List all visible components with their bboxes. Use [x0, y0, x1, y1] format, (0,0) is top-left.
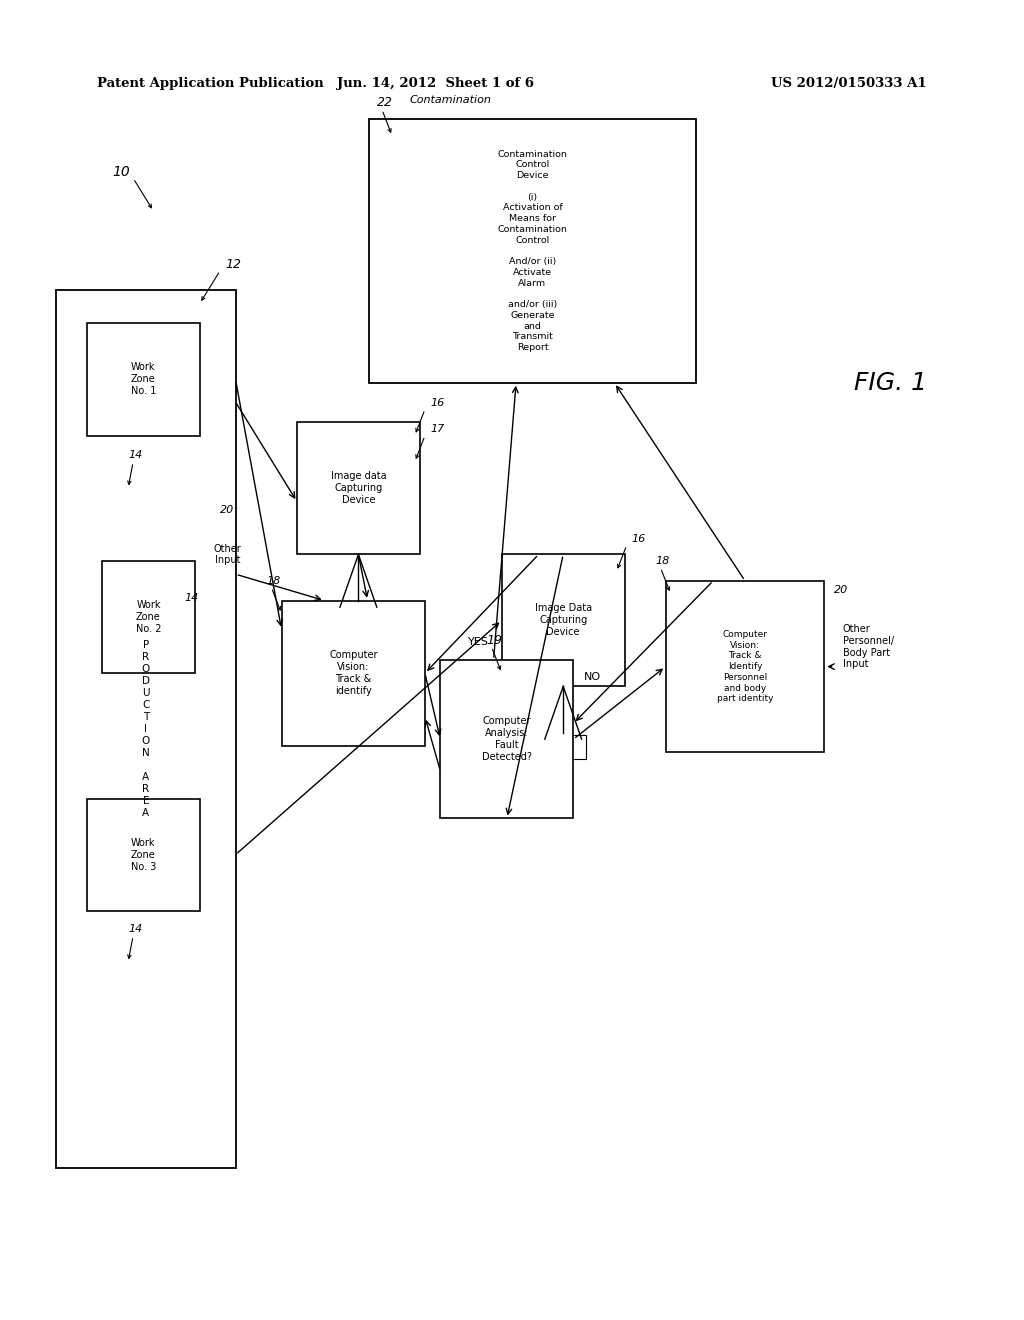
- Text: Computer
Vision:
Track &
identify: Computer Vision: Track & identify: [329, 651, 378, 696]
- Text: 14: 14: [128, 450, 142, 461]
- Text: 18: 18: [655, 556, 670, 566]
- Text: 17: 17: [430, 424, 444, 434]
- Bar: [541, 735, 586, 759]
- Text: Computer
Vision:
Track &
Identify
Personnel
and body
part identity: Computer Vision: Track & Identify Person…: [717, 630, 773, 704]
- Text: Contamination
Control
Device

(i)
Activation of
Means for
Contamination
Control
: Contamination Control Device (i) Activat…: [498, 149, 567, 352]
- Text: Other
Personnel/
Body Part
Input: Other Personnel/ Body Part Input: [843, 624, 894, 669]
- Bar: [102, 561, 195, 673]
- Text: FIG. 1: FIG. 1: [854, 371, 928, 395]
- Text: 16: 16: [632, 533, 646, 544]
- Text: 18: 18: [266, 576, 281, 586]
- Bar: [440, 660, 573, 818]
- Text: 20: 20: [220, 504, 234, 515]
- Text: 22: 22: [377, 96, 393, 110]
- Bar: [87, 323, 200, 436]
- Text: 14: 14: [128, 924, 142, 935]
- Text: Work
Zone
No. 2: Work Zone No. 2: [136, 601, 161, 634]
- Text: 12: 12: [225, 257, 242, 271]
- Text: 20: 20: [834, 585, 848, 595]
- Bar: [369, 119, 696, 383]
- Bar: [502, 554, 625, 686]
- Text: Image Data
Capturing
Device: Image Data Capturing Device: [535, 603, 592, 638]
- Bar: [56, 290, 236, 1168]
- Bar: [297, 422, 420, 554]
- Text: Image data
Capturing
Device: Image data Capturing Device: [331, 471, 386, 506]
- Text: 14: 14: [184, 593, 199, 603]
- Text: Work
Zone
No. 3: Work Zone No. 3: [131, 838, 156, 871]
- Bar: [87, 799, 200, 911]
- Text: 10: 10: [113, 165, 130, 178]
- Bar: [336, 603, 381, 627]
- Text: P
R
O
D
U
C
T
I
O
N
 
A
R
E
A: P R O D U C T I O N A R E A: [141, 640, 151, 818]
- Bar: [282, 601, 425, 746]
- Text: US 2012/0150333 A1: US 2012/0150333 A1: [771, 77, 927, 90]
- Text: YES: YES: [468, 636, 488, 647]
- Text: Contamination: Contamination: [410, 95, 492, 106]
- Text: Patent Application Publication: Patent Application Publication: [97, 77, 324, 90]
- Text: Other
Input: Other Input: [213, 544, 242, 565]
- Text: 16: 16: [430, 397, 444, 408]
- Text: Jun. 14, 2012  Sheet 1 of 6: Jun. 14, 2012 Sheet 1 of 6: [337, 77, 534, 90]
- Bar: [666, 581, 824, 752]
- Text: 19: 19: [486, 634, 503, 647]
- Text: Work
Zone
No. 1: Work Zone No. 1: [131, 363, 156, 396]
- Text: Computer
Analysis:
Fault
Detected?: Computer Analysis: Fault Detected?: [482, 717, 531, 762]
- Text: NO: NO: [584, 672, 601, 682]
